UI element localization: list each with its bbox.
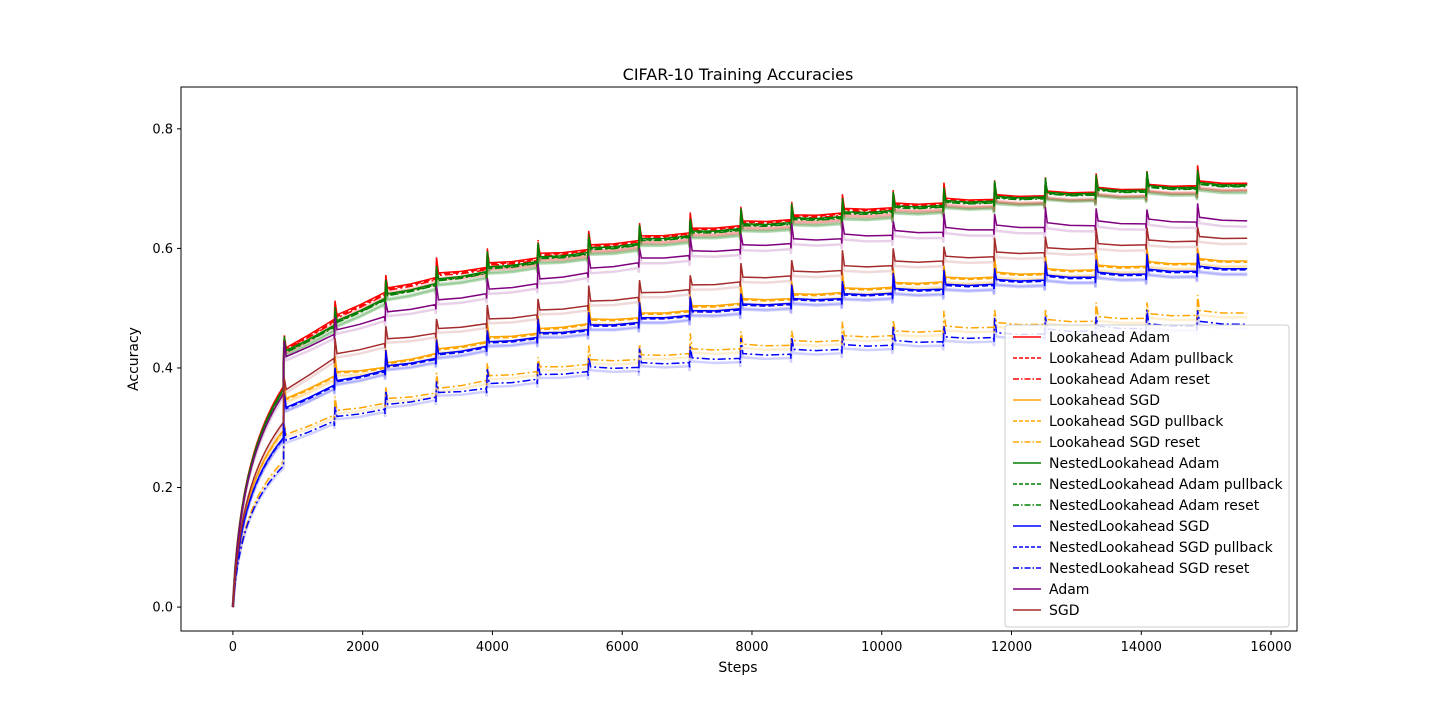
series-band	[231, 207, 1248, 608]
legend-entry: Lookahead Adam	[1049, 330, 1170, 346]
legend-entry: NestedLookahead SGD pullback	[1049, 540, 1274, 556]
series-line	[232, 247, 1248, 608]
x-tick-label: 8000	[735, 640, 768, 655]
legend-box	[1004, 324, 1290, 628]
legend-entry: Lookahead SGD	[1049, 393, 1160, 409]
x-axis-label: Steps	[718, 660, 757, 676]
legend-entry: NestedLookahead Adam	[1049, 456, 1219, 472]
legend-entry: NestedLookahead SGD	[1049, 519, 1209, 535]
y-axis: 0.0 0.2 0.4 0.6 0.8	[152, 122, 181, 616]
series-group	[231, 165, 1248, 608]
series-band	[231, 262, 1248, 608]
x-tick-label: 12000	[991, 640, 1032, 655]
legend-entry: NestedLookahead Adam pullback	[1049, 477, 1283, 493]
legend-entry: Lookahead Adam reset	[1049, 372, 1210, 388]
y-tick-label: 0.6	[152, 242, 173, 257]
legend-entry: SGD	[1049, 603, 1080, 619]
x-tick-label: 0	[229, 640, 237, 655]
x-tick-label: 6000	[606, 640, 639, 655]
legend-entry: Lookahead SGD reset	[1049, 435, 1200, 451]
series-band	[231, 230, 1248, 608]
series-line	[232, 226, 1248, 608]
x-axis: 0 2000 4000 6000 8000 10000 12000 14000 16000	[229, 631, 1292, 655]
y-tick-label: 0.2	[152, 481, 173, 496]
legend-entry: NestedLookahead Adam reset	[1049, 498, 1260, 514]
legend-entry: NestedLookahead SGD reset	[1049, 561, 1250, 577]
y-tick-label: 0.4	[152, 361, 173, 376]
series-line	[232, 309, 1248, 608]
legend-entry: Lookahead Adam pullback	[1049, 351, 1234, 367]
legend: Lookahead Adam Lookahead Adam pullback Loo…	[1004, 324, 1290, 628]
x-tick-label: 14000	[1121, 640, 1162, 655]
x-tick-label: 16000	[1250, 640, 1291, 655]
y-tick-label: 0.0	[152, 601, 173, 616]
legend-entry: Lookahead SGD pullback	[1049, 414, 1224, 430]
legend-entry: Adam	[1049, 582, 1089, 598]
series-band	[231, 312, 1248, 608]
x-tick-label: 2000	[346, 640, 379, 655]
x-tick-label: 4000	[476, 640, 509, 655]
series-line	[232, 203, 1248, 608]
y-tick-label: 0.8	[152, 122, 173, 137]
series-line	[232, 294, 1248, 608]
series-line	[232, 251, 1248, 608]
chart-title: CIFAR-10 Training Accuracies	[623, 65, 854, 84]
plot-frame	[180, 86, 1298, 632]
y-axis-label: Accuracy	[126, 327, 142, 391]
x-tick-label: 10000	[861, 640, 902, 655]
